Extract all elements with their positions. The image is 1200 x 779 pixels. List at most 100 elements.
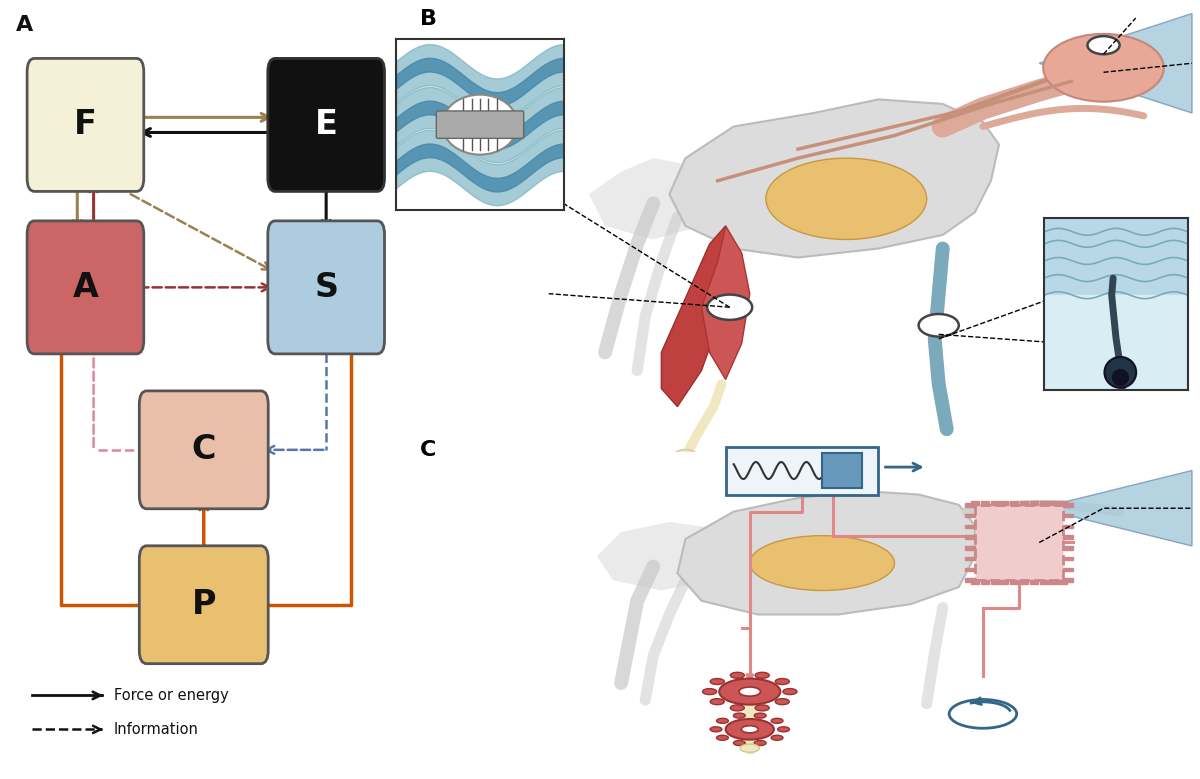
Bar: [1010, 501, 1019, 505]
Bar: [1020, 501, 1028, 505]
Bar: [1050, 580, 1057, 584]
Ellipse shape: [1111, 369, 1129, 386]
Ellipse shape: [772, 718, 782, 724]
Ellipse shape: [733, 741, 745, 746]
Text: C: C: [192, 433, 216, 467]
Bar: [965, 535, 974, 539]
Polygon shape: [1039, 471, 1192, 546]
FancyBboxPatch shape: [437, 111, 523, 139]
Bar: [1039, 501, 1048, 505]
Ellipse shape: [755, 741, 766, 746]
FancyBboxPatch shape: [822, 453, 863, 488]
Bar: [1063, 503, 1073, 506]
Bar: [965, 568, 974, 571]
Bar: [1063, 568, 1073, 571]
Ellipse shape: [710, 699, 725, 705]
FancyBboxPatch shape: [974, 505, 1063, 580]
Bar: [1001, 501, 1008, 505]
Circle shape: [739, 687, 761, 696]
Circle shape: [1043, 34, 1164, 102]
Text: Information: Information: [114, 722, 199, 737]
FancyBboxPatch shape: [28, 221, 144, 354]
Ellipse shape: [775, 699, 790, 705]
Bar: [965, 514, 974, 517]
Circle shape: [719, 679, 780, 705]
Circle shape: [742, 726, 758, 733]
Circle shape: [707, 294, 752, 320]
Circle shape: [726, 719, 774, 739]
Ellipse shape: [778, 727, 790, 731]
Bar: [965, 579, 974, 582]
Text: Force or energy: Force or energy: [114, 688, 229, 703]
Text: B: B: [420, 9, 437, 29]
FancyBboxPatch shape: [139, 391, 269, 509]
Circle shape: [1087, 36, 1120, 55]
Bar: [971, 580, 979, 584]
Bar: [1063, 514, 1073, 517]
Bar: [965, 546, 974, 550]
Text: S: S: [314, 271, 338, 304]
Bar: [1010, 580, 1019, 584]
FancyBboxPatch shape: [726, 446, 878, 495]
Text: E: E: [314, 108, 337, 142]
Ellipse shape: [782, 689, 797, 695]
Polygon shape: [677, 491, 974, 615]
Circle shape: [919, 314, 959, 337]
Ellipse shape: [702, 689, 716, 695]
Ellipse shape: [775, 679, 790, 685]
Bar: [980, 580, 989, 584]
FancyBboxPatch shape: [268, 221, 384, 354]
Bar: [980, 501, 989, 505]
Bar: [1039, 580, 1048, 584]
FancyBboxPatch shape: [139, 546, 269, 664]
Ellipse shape: [731, 672, 744, 679]
Bar: [1030, 501, 1038, 505]
Polygon shape: [1039, 13, 1192, 113]
Ellipse shape: [710, 727, 722, 731]
Text: A: A: [72, 271, 98, 304]
Bar: [990, 580, 998, 584]
Ellipse shape: [755, 705, 769, 711]
Bar: [1063, 579, 1073, 582]
Bar: [1063, 546, 1073, 550]
Polygon shape: [702, 226, 750, 379]
Ellipse shape: [1104, 357, 1136, 388]
Bar: [1050, 501, 1057, 505]
Bar: [965, 557, 974, 560]
Bar: [1063, 535, 1073, 539]
Ellipse shape: [442, 95, 518, 155]
Ellipse shape: [750, 536, 894, 590]
Text: F: F: [74, 108, 97, 142]
Bar: [1020, 580, 1028, 584]
Circle shape: [949, 700, 1016, 728]
FancyBboxPatch shape: [28, 58, 144, 192]
Ellipse shape: [766, 158, 926, 239]
Ellipse shape: [772, 735, 782, 740]
Circle shape: [740, 744, 760, 753]
Polygon shape: [598, 522, 726, 590]
Ellipse shape: [710, 679, 725, 685]
Text: A: A: [16, 16, 34, 35]
Ellipse shape: [733, 713, 745, 718]
Bar: [1060, 501, 1067, 505]
Ellipse shape: [755, 672, 769, 679]
Bar: [965, 524, 974, 528]
Bar: [1063, 524, 1073, 528]
Ellipse shape: [716, 735, 728, 740]
Bar: [1030, 580, 1038, 584]
Ellipse shape: [755, 713, 766, 718]
Polygon shape: [589, 158, 718, 239]
Polygon shape: [670, 100, 998, 258]
Bar: [1063, 557, 1073, 560]
Circle shape: [673, 449, 697, 463]
Polygon shape: [661, 226, 726, 407]
Text: C: C: [420, 439, 437, 460]
Ellipse shape: [731, 705, 744, 711]
Bar: [1060, 580, 1067, 584]
Bar: [971, 501, 979, 505]
Bar: [965, 503, 974, 506]
Ellipse shape: [716, 718, 728, 724]
Bar: [1001, 580, 1008, 584]
FancyBboxPatch shape: [268, 58, 384, 192]
Text: P: P: [192, 588, 216, 621]
